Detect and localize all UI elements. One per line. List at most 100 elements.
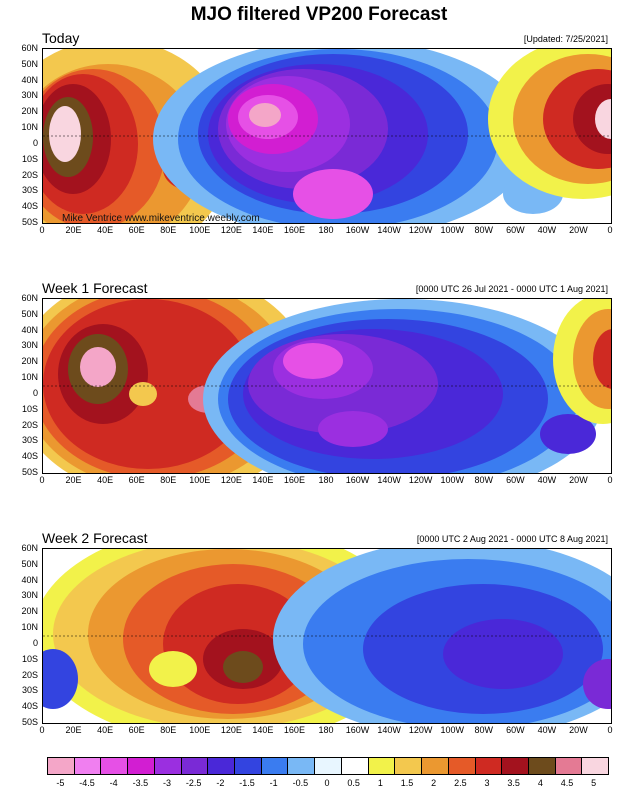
colorbar-label: 0 bbox=[324, 778, 330, 788]
map-today bbox=[42, 48, 612, 224]
map-week2 bbox=[42, 548, 612, 724]
colorbar-cell bbox=[475, 758, 503, 774]
lat-tick-label: 20S bbox=[21, 419, 38, 430]
lat-tick-label: 50S bbox=[21, 717, 38, 727]
lat-tick-label: 20S bbox=[21, 669, 38, 680]
colorbar-label: -4 bbox=[109, 778, 118, 788]
lon-tick-label: 100E bbox=[189, 725, 211, 735]
lat-tick-label: 40N bbox=[21, 574, 38, 585]
lon-tick-label: 100E bbox=[189, 475, 211, 485]
lat-tick-label: 0 bbox=[32, 637, 38, 648]
lat-tick-label: 30N bbox=[21, 590, 38, 601]
colorbar-cell bbox=[555, 758, 583, 774]
colorbar-label: -0.5 bbox=[292, 778, 309, 788]
lon-tick-label: 40W bbox=[537, 225, 557, 235]
colorbar-labels: -5 -4.5 -4 -3.5 -3 -2.5 -2 -1.5 -1 -0.5 0 0.5 1 1.5 2 2… bbox=[47, 778, 607, 792]
lon-tick-label: 140W bbox=[377, 475, 401, 485]
lat-tick-label: 50S bbox=[21, 217, 38, 227]
map-week2-plot bbox=[43, 549, 611, 723]
lon-tick-label: 120E bbox=[220, 225, 242, 235]
lat-axis: 60N 50N 40N 30N 20N 10N 0 10S 20S 30S 40S 50S bbox=[0, 293, 40, 477]
lon-tick-label: 140W bbox=[377, 225, 401, 235]
lon-tick-label: 20E bbox=[65, 475, 82, 485]
colorbar-label: -2.5 bbox=[185, 778, 202, 788]
lat-tick-label: 0 bbox=[32, 137, 38, 148]
lon-tick-label: 160E bbox=[283, 475, 305, 485]
lon-tick-label: 120W bbox=[408, 725, 433, 735]
lon-tick-label: 120E bbox=[220, 725, 242, 735]
lat-tick-label: 40N bbox=[21, 324, 38, 335]
lon-tick-label: 20W bbox=[569, 725, 588, 735]
lon-tick-label: 180 bbox=[318, 475, 334, 485]
lon-tick-label: 140E bbox=[252, 725, 274, 735]
colorbar-cell bbox=[48, 758, 75, 774]
colorbar-cell bbox=[341, 758, 369, 774]
panel-week2: Week 2 Forecast [0000 UTC 2 Aug 2021 - 0… bbox=[0, 530, 638, 750]
panel-note: [0000 UTC 2 Aug 2021 - 0000 UTC 8 Aug 20… bbox=[416, 534, 608, 544]
colorbar-cell bbox=[181, 758, 209, 774]
colorbar-label: 1.5 bbox=[400, 778, 414, 788]
lat-tick-label: 10N bbox=[21, 372, 38, 383]
lat-tick-label: 50N bbox=[21, 558, 38, 569]
colorbar-cell bbox=[422, 758, 449, 774]
lon-tick-label: 0 bbox=[39, 225, 45, 235]
lon-tick-label: 180 bbox=[318, 725, 334, 735]
lon-tick-label: 0 bbox=[607, 725, 613, 735]
lat-tick-label: 20N bbox=[21, 106, 38, 117]
lon-tick-label: 140E bbox=[252, 475, 274, 485]
lon-tick-label: 40E bbox=[97, 225, 114, 235]
colorbar-label: 2 bbox=[431, 778, 437, 788]
map-today-plot bbox=[43, 49, 611, 223]
colorbar-cell bbox=[101, 758, 129, 774]
panel-today: Today [Updated: 7/25/2021] 60N 50N 40N 30N 2… bbox=[0, 30, 638, 250]
credit-text: Mike Ventrice www.mikeventrice.weebly.co… bbox=[62, 213, 260, 224]
lon-tick-label: 40E bbox=[97, 475, 114, 485]
colorbar-cell bbox=[502, 758, 529, 774]
lat-tick-label: 30N bbox=[21, 340, 38, 351]
panel-title: Week 2 Forecast bbox=[42, 530, 148, 546]
colorbar-cell bbox=[528, 758, 556, 774]
colorbar-label: -2 bbox=[216, 778, 225, 788]
colorbar-cell bbox=[582, 758, 609, 774]
map-week1-plot bbox=[43, 299, 611, 473]
lon-tick-label: 140E bbox=[252, 225, 274, 235]
lat-tick-label: 40S bbox=[21, 451, 38, 462]
lon-tick-label: 160W bbox=[345, 725, 370, 735]
panel-note: [0000 UTC 26 Jul 2021 - 0000 UTC 1 Aug 2… bbox=[415, 284, 608, 294]
lon-tick-label: 160W bbox=[345, 225, 370, 235]
lon-tick-label: 100W bbox=[440, 475, 464, 485]
colorbar-cell bbox=[315, 758, 342, 774]
colorbar-cell bbox=[235, 758, 262, 774]
lon-tick-label: 80W bbox=[474, 225, 494, 235]
colorbar-cell bbox=[128, 758, 155, 774]
lon-tick-label: 100W bbox=[440, 225, 464, 235]
lat-tick-label: 10N bbox=[21, 622, 38, 633]
colorbar-label: -1 bbox=[269, 778, 278, 788]
lon-tick-label: 80E bbox=[160, 475, 177, 485]
colorbar-label: -1.5 bbox=[239, 778, 255, 788]
lon-tick-label: 20W bbox=[569, 225, 588, 235]
lon-tick-label: 60W bbox=[506, 475, 525, 485]
colorbar-label: 5 bbox=[591, 778, 597, 788]
panel-title: Week 1 Forecast bbox=[42, 280, 148, 296]
lon-tick-label: 0 bbox=[607, 225, 613, 235]
lon-tick-label: 60W bbox=[506, 725, 525, 735]
lon-tick-label: 20E bbox=[65, 225, 82, 235]
colorbar-label: -5 bbox=[56, 778, 65, 788]
lon-tick-label: 80W bbox=[474, 725, 494, 735]
colorbar-cell bbox=[368, 758, 396, 774]
lat-tick-label: 50N bbox=[21, 308, 38, 319]
colorbar-label: 3.5 bbox=[507, 778, 520, 788]
colorbar-cell bbox=[395, 758, 423, 774]
lat-tick-label: 30S bbox=[21, 185, 38, 196]
lat-tick-label: 60N bbox=[21, 543, 38, 553]
lon-tick-label: 60E bbox=[128, 475, 145, 485]
lat-tick-label: 50N bbox=[21, 58, 38, 69]
lat-axis: 60N 50N 40N 30N 20N 10N 0 10S 20S 30S 40S 50S bbox=[0, 43, 40, 227]
lon-axis: 0 20E 40E 60E 80E 100E 120E 140E 160E 180 160W 140W… bbox=[39, 475, 612, 489]
colorbar-label: 4 bbox=[537, 778, 543, 788]
lat-tick-label: 0 bbox=[32, 387, 38, 398]
lon-tick-label: 80W bbox=[474, 475, 494, 485]
lat-tick-label: 10S bbox=[21, 153, 38, 164]
lat-tick-label: 10S bbox=[21, 403, 38, 414]
